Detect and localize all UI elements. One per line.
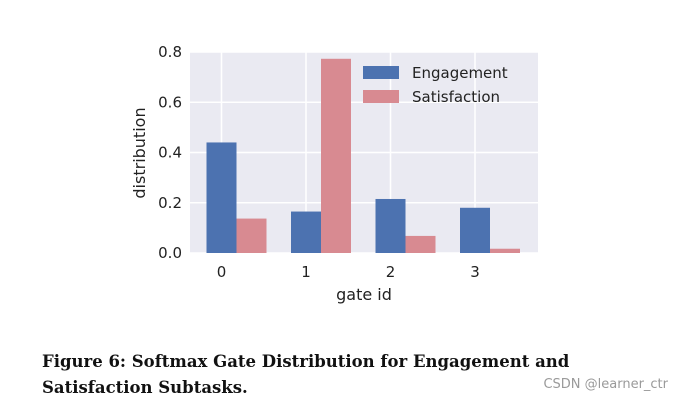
bar-satisfaction-gate-0 xyxy=(236,218,267,253)
bar-satisfaction-gate-1 xyxy=(321,58,351,253)
figure-caption: Figure 6: Softmax Gate Distribution for … xyxy=(42,352,570,397)
y-axis-label: distribution xyxy=(130,107,149,198)
y-axis-ticks: 0.0 0.2 0.4 0.6 0.8 xyxy=(158,43,182,262)
x-tick-label: 3 xyxy=(470,263,480,281)
legend: Engagement Satisfaction xyxy=(363,64,508,106)
x-tick-label: 2 xyxy=(386,263,396,281)
y-tick-label: 0.0 xyxy=(158,244,182,262)
y-tick-label: 0.8 xyxy=(158,43,182,61)
legend-swatch-engagement xyxy=(363,66,399,79)
y-tick-label: 0.4 xyxy=(158,144,182,162)
bar-engagement-gate-0 xyxy=(206,142,237,253)
bar-engagement-gate-3 xyxy=(460,207,490,253)
x-axis-label: gate id xyxy=(336,285,392,304)
bar-engagement-gate-1 xyxy=(291,211,321,253)
y-tick-label: 0.6 xyxy=(158,93,182,111)
bar-satisfaction-gate-3 xyxy=(490,248,520,253)
bars xyxy=(206,58,520,253)
watermark: CSDN @learner_ctr xyxy=(543,377,668,392)
legend-label-satisfaction: Satisfaction xyxy=(412,88,500,106)
x-tick-label: 0 xyxy=(217,263,227,281)
x-tick-label: 1 xyxy=(301,263,311,281)
bar-engagement-gate-2 xyxy=(375,198,406,253)
bar-chart: 0.0 0.2 0.4 0.6 0.8 0 1 2 3 gate id distributio… xyxy=(130,43,538,304)
legend-label-engagement: Engagement xyxy=(412,64,508,82)
legend-swatch-satisfaction xyxy=(363,90,399,103)
bar-satisfaction-gate-2 xyxy=(405,235,436,253)
x-axis-ticks: 0 1 2 3 xyxy=(217,263,480,281)
y-tick-label: 0.2 xyxy=(158,194,182,212)
